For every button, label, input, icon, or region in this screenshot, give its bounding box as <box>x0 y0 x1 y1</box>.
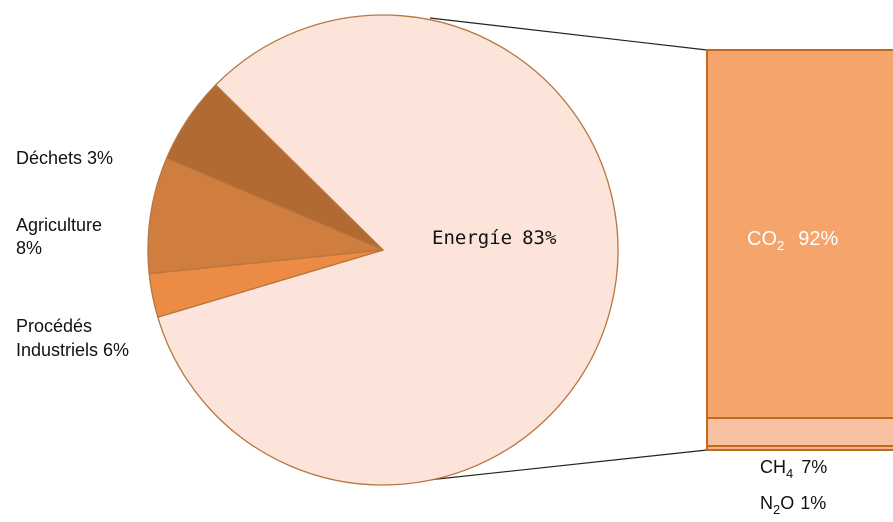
label-co2-value: 92% <box>798 228 838 250</box>
label-n2o-value: 1% <box>800 493 826 513</box>
label-ch4: CH4 7% <box>760 457 827 481</box>
pie-slice-dechets <box>148 249 384 318</box>
label-energie: Energíe 83% <box>432 227 557 249</box>
label-energie-name: Energíe <box>432 227 512 249</box>
label-co2-subscript: 2 <box>777 238 784 253</box>
label-n2o-base: N <box>760 493 773 513</box>
connector-bottom <box>409 449 708 483</box>
label-ch4-value: 7% <box>801 457 827 477</box>
label-co2-base: CO <box>747 228 777 250</box>
label-co2: CO2 92% <box>747 228 838 253</box>
pie-chart <box>147 14 619 486</box>
label-n2o-subscript: 2 <box>773 502 780 517</box>
label-n2o: N2O 1% <box>760 493 826 517</box>
label-procedes-line1: Procédés <box>16 316 92 336</box>
pie-slice-agriculture <box>147 157 384 275</box>
label-agriculture-line1: Agriculture <box>16 215 102 235</box>
connector-top <box>429 17 708 51</box>
label-ch4-subscript: 4 <box>786 466 793 481</box>
label-n2o-suffix: O <box>780 493 794 513</box>
label-energie-value: 83% <box>522 227 557 249</box>
bar-segment-n2o <box>706 445 893 451</box>
label-dechets: Déchets 3% <box>16 148 113 168</box>
label-procedes-line2: Industriels 6% <box>16 340 129 360</box>
label-agriculture-line2: 8% <box>16 238 42 258</box>
connector-lines <box>409 17 708 483</box>
bar-segment-ch4 <box>706 417 893 447</box>
pie-slice-energie <box>156 14 619 486</box>
stacked-bar <box>706 49 893 451</box>
label-ch4-base: CH <box>760 457 786 477</box>
bar-segment-co2 <box>706 49 893 419</box>
